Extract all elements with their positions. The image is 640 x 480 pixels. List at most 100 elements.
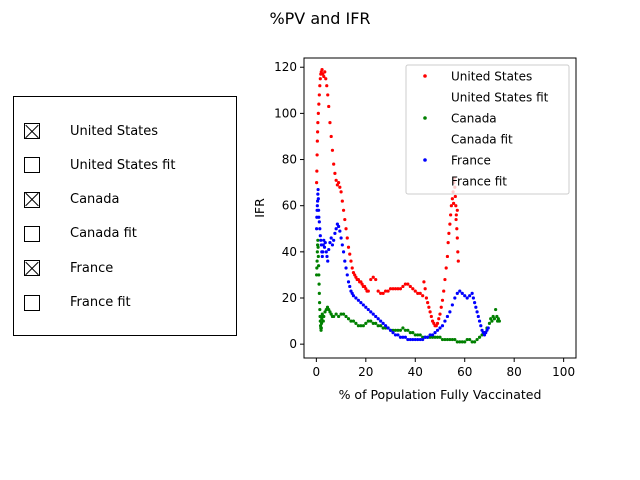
checkbox[interactable] — [24, 260, 40, 277]
checkbox[interactable] — [24, 225, 40, 242]
data-point — [376, 289, 380, 293]
data-point — [463, 294, 467, 298]
data-point — [316, 208, 321, 212]
data-point — [398, 328, 403, 332]
data-point — [359, 301, 363, 305]
data-point — [328, 241, 332, 245]
data-point — [339, 190, 343, 194]
data-point — [396, 287, 400, 291]
data-point — [361, 324, 365, 328]
data-point — [316, 192, 320, 196]
data-point — [435, 335, 440, 339]
data-point — [318, 314, 322, 319]
data-point — [316, 111, 320, 115]
data-point — [319, 328, 323, 332]
data-point — [322, 314, 326, 319]
x-tick-label: 80 — [507, 365, 522, 379]
x-tick-label: 40 — [408, 365, 423, 379]
data-point — [388, 287, 393, 291]
check-row[interactable]: France — [24, 258, 113, 278]
check-row[interactable]: Canada fit — [24, 224, 137, 244]
data-point — [455, 208, 459, 212]
data-point — [428, 335, 432, 339]
data-point — [361, 303, 365, 307]
data-point — [369, 319, 373, 323]
data-point — [374, 277, 378, 282]
checkbox[interactable] — [24, 294, 40, 311]
data-point — [423, 335, 427, 339]
data-point — [492, 317, 496, 321]
data-point — [346, 245, 351, 249]
data-point — [445, 314, 450, 319]
data-point — [318, 84, 322, 88]
data-point — [403, 335, 407, 339]
check-row[interactable]: France fit — [24, 293, 131, 313]
data-point — [379, 291, 383, 295]
data-point — [413, 337, 417, 342]
data-point — [471, 296, 475, 300]
data-point — [453, 337, 457, 342]
data-point — [452, 201, 456, 205]
data-point — [325, 84, 329, 88]
data-point — [456, 250, 460, 254]
data-point — [315, 153, 319, 157]
data-point — [315, 169, 319, 173]
data-point — [477, 335, 482, 339]
data-point — [454, 213, 458, 217]
check-row[interactable]: United States fit — [24, 155, 175, 175]
data-point — [453, 296, 457, 300]
legend-label: France — [451, 154, 491, 168]
data-point — [429, 314, 433, 319]
data-point — [456, 259, 460, 263]
data-point — [439, 305, 443, 309]
checkbox-label: France fit — [70, 295, 131, 310]
data-point — [334, 312, 338, 316]
data-point — [411, 337, 415, 342]
data-point — [320, 67, 324, 72]
y-tick-label: 80 — [282, 153, 297, 167]
check-row[interactable]: Canada — [24, 190, 119, 210]
data-point — [473, 340, 477, 344]
data-point — [381, 291, 385, 295]
data-point — [403, 328, 407, 332]
data-point — [486, 326, 490, 330]
data-points — [315, 67, 501, 344]
data-point — [487, 321, 492, 325]
data-point — [423, 287, 427, 291]
data-point — [476, 314, 480, 319]
data-point — [334, 178, 338, 182]
data-point — [430, 335, 435, 339]
legend-box — [405, 64, 570, 195]
data-point — [329, 134, 333, 139]
data-point — [440, 298, 445, 302]
checkbox[interactable] — [24, 157, 40, 174]
check-row[interactable]: United States — [24, 121, 158, 141]
data-point — [334, 227, 338, 231]
checkbox[interactable] — [24, 191, 40, 208]
data-point — [477, 319, 482, 323]
data-point — [408, 337, 412, 342]
data-point — [460, 340, 464, 344]
data-point — [323, 241, 327, 245]
data-point — [465, 296, 469, 300]
data-point — [384, 326, 388, 330]
data-point — [384, 324, 388, 328]
legend-marker — [423, 74, 427, 78]
checkbox-label: United States fit — [70, 157, 176, 173]
data-point — [343, 259, 347, 263]
data-point — [354, 296, 358, 300]
checkbox-label: Canada fit — [70, 226, 137, 242]
y-tick-label: 0 — [289, 337, 297, 351]
data-point — [442, 289, 446, 293]
data-point — [468, 337, 472, 342]
data-point — [315, 204, 319, 208]
checkbox[interactable] — [24, 123, 40, 139]
data-point — [317, 291, 321, 295]
data-point — [447, 231, 451, 235]
data-point — [448, 337, 452, 342]
data-point — [376, 317, 380, 321]
legend-label: United States — [451, 70, 532, 84]
data-point — [388, 328, 393, 332]
data-point — [422, 280, 426, 284]
data-point — [345, 236, 349, 240]
